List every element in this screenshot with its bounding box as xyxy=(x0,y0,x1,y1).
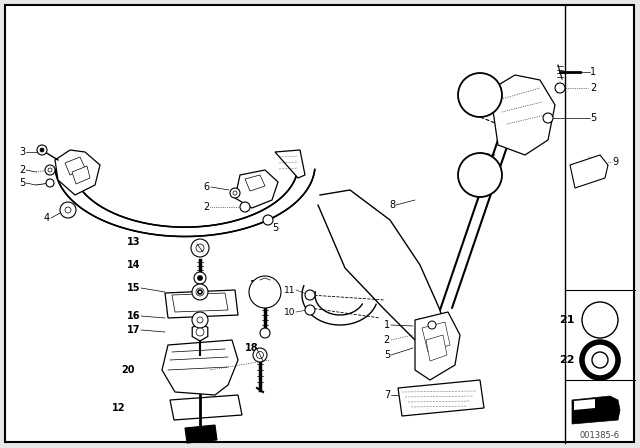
Circle shape xyxy=(458,73,502,117)
Circle shape xyxy=(198,290,202,294)
Circle shape xyxy=(582,302,618,338)
Text: 17: 17 xyxy=(127,325,140,335)
Text: 1: 1 xyxy=(590,67,596,77)
Polygon shape xyxy=(422,322,450,352)
Text: 4: 4 xyxy=(44,213,50,223)
Polygon shape xyxy=(574,399,595,410)
Circle shape xyxy=(305,305,315,315)
Circle shape xyxy=(240,202,250,212)
Text: 21: 21 xyxy=(559,315,575,325)
Text: 18: 18 xyxy=(245,343,259,353)
Text: 3: 3 xyxy=(19,147,25,157)
Text: 7: 7 xyxy=(384,390,390,400)
Text: 2: 2 xyxy=(590,83,596,93)
Text: 10: 10 xyxy=(284,307,295,316)
Circle shape xyxy=(196,328,204,336)
Text: 8: 8 xyxy=(389,200,395,210)
Circle shape xyxy=(230,188,240,198)
Circle shape xyxy=(582,342,618,378)
Circle shape xyxy=(233,191,237,195)
Text: 12: 12 xyxy=(111,403,125,413)
Circle shape xyxy=(543,113,553,123)
Circle shape xyxy=(198,276,202,280)
Text: 20: 20 xyxy=(122,365,135,375)
Circle shape xyxy=(555,83,565,93)
Text: 001385-6: 001385-6 xyxy=(580,431,620,439)
Circle shape xyxy=(260,328,270,338)
Polygon shape xyxy=(275,150,305,178)
Circle shape xyxy=(192,312,208,328)
Polygon shape xyxy=(318,190,445,340)
Polygon shape xyxy=(165,290,238,318)
Polygon shape xyxy=(426,335,447,361)
Circle shape xyxy=(196,244,204,252)
Circle shape xyxy=(428,321,436,329)
Polygon shape xyxy=(172,293,228,312)
Polygon shape xyxy=(490,75,555,155)
Polygon shape xyxy=(65,157,85,175)
Text: 22: 22 xyxy=(559,355,575,365)
Circle shape xyxy=(37,145,47,155)
Polygon shape xyxy=(170,395,242,420)
Circle shape xyxy=(592,352,608,368)
Text: 2: 2 xyxy=(204,202,210,212)
Circle shape xyxy=(305,290,315,300)
Polygon shape xyxy=(192,323,208,341)
Text: 5: 5 xyxy=(384,350,390,360)
Text: 1: 1 xyxy=(384,320,390,330)
Text: 5: 5 xyxy=(272,223,278,233)
Polygon shape xyxy=(72,166,90,184)
Polygon shape xyxy=(245,175,265,191)
Text: 21: 21 xyxy=(471,89,489,102)
Text: 5: 5 xyxy=(590,113,596,123)
Circle shape xyxy=(194,272,206,284)
Text: 5: 5 xyxy=(19,178,25,188)
Circle shape xyxy=(192,284,208,300)
Polygon shape xyxy=(572,396,620,424)
Circle shape xyxy=(45,165,55,175)
Circle shape xyxy=(253,348,267,362)
Text: 16: 16 xyxy=(127,311,140,321)
Circle shape xyxy=(197,317,203,323)
Circle shape xyxy=(48,168,52,172)
Polygon shape xyxy=(185,425,217,443)
Circle shape xyxy=(40,148,44,152)
Text: 19: 19 xyxy=(250,280,264,290)
Text: 9: 9 xyxy=(612,157,618,167)
Circle shape xyxy=(65,207,71,213)
Text: 14: 14 xyxy=(127,260,140,270)
Polygon shape xyxy=(55,169,315,237)
Text: 22: 22 xyxy=(471,168,489,181)
Circle shape xyxy=(257,352,264,358)
Text: 2: 2 xyxy=(19,165,25,175)
Polygon shape xyxy=(55,150,100,195)
Text: 2: 2 xyxy=(384,335,390,345)
Polygon shape xyxy=(235,170,278,208)
Circle shape xyxy=(196,288,204,296)
Circle shape xyxy=(249,276,281,308)
Text: 13: 13 xyxy=(127,237,140,247)
Text: 15: 15 xyxy=(127,283,140,293)
Circle shape xyxy=(263,215,273,225)
Polygon shape xyxy=(398,380,484,416)
Polygon shape xyxy=(415,312,460,380)
Polygon shape xyxy=(162,340,238,395)
Text: 11: 11 xyxy=(284,285,295,294)
Circle shape xyxy=(46,179,54,187)
Circle shape xyxy=(458,153,502,197)
Text: 6: 6 xyxy=(204,182,210,192)
Circle shape xyxy=(191,239,209,257)
Polygon shape xyxy=(570,155,608,188)
Circle shape xyxy=(60,202,76,218)
